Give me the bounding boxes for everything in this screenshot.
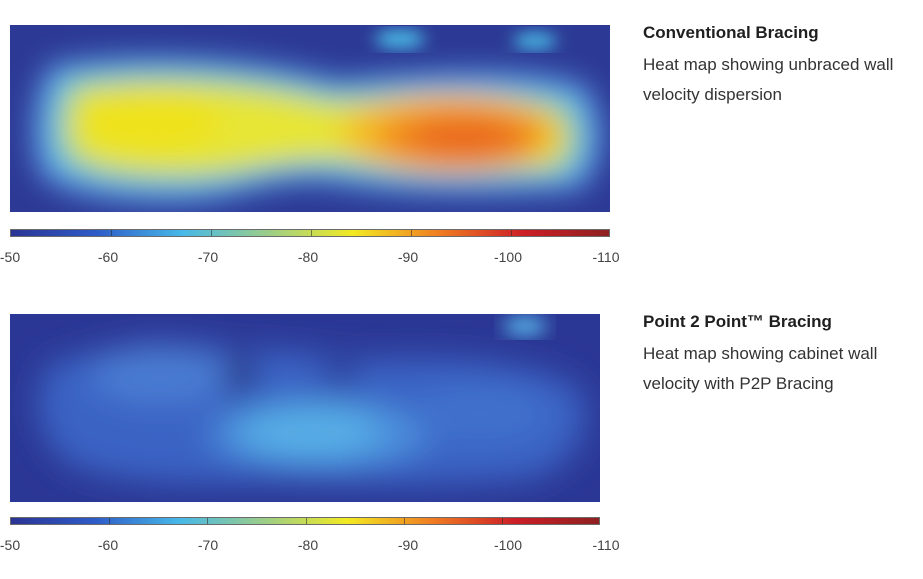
top-highlights (375, 30, 557, 49)
colorbar-tick-label: -110 (592, 249, 620, 265)
chart-title: Conventional Bracing (643, 23, 819, 42)
colorbar-tick (109, 518, 110, 524)
p2p-colorbar (10, 517, 600, 525)
colorbar-tick (502, 518, 503, 524)
conventional-bracing-panel: -50 -60 -70 -80 -90 -100 -110 Convention… (0, 22, 919, 265)
colorbar-tick-label: -110 (592, 537, 620, 553)
colorbar-tick-label: -80 (297, 249, 319, 265)
colorbar-tick-label: -50 (0, 249, 21, 265)
conventional-colorbar (10, 229, 610, 237)
colorbar-tick-label: -70 (197, 249, 219, 265)
colorbar-tick-label: -100 (493, 249, 523, 265)
colorbar-tick (207, 518, 208, 524)
colorbar-tick (411, 230, 412, 236)
colorbar-tick-label: -50 (0, 537, 21, 553)
colorbar-tick (211, 230, 212, 236)
colorbar-tick-label: -90 (397, 537, 419, 553)
conventional-caption: Conventional Bracing Heat map showing un… (643, 22, 919, 110)
colorbar-tick (311, 230, 312, 236)
p2p-heatmap (10, 314, 600, 502)
p2p-bracing-panel: -50 -60 -70 -80 -90 -100 -110 Point 2 Po… (0, 290, 923, 579)
colorbar-tick-label: -80 (297, 537, 319, 553)
chart-title: Point 2 Point™ Bracing (643, 312, 832, 331)
colorbar-tick-label: -60 (97, 249, 119, 265)
p2p-heatmap-svg (10, 314, 600, 502)
chart-subtitle: Heat map showing unbraced wall velocity … (643, 55, 894, 104)
velocity-field (38, 344, 586, 486)
colorbar-tick-label: -60 (97, 537, 119, 553)
top-highlight (503, 316, 547, 336)
colorbar-tick (111, 230, 112, 236)
colorbar-tick-label: -70 (197, 537, 219, 553)
conventional-heatmap (10, 25, 610, 212)
colorbar-tick-label: -100 (493, 537, 523, 553)
colorbar-tick (306, 518, 307, 524)
colorbar-tick-label: -90 (397, 249, 419, 265)
velocity-field (32, 56, 602, 203)
colorbar-tick (404, 518, 405, 524)
chart-subtitle: Heat map showing cabinet wall velocity w… (643, 344, 878, 393)
conventional-heatmap-svg (10, 25, 610, 212)
p2p-caption: Point 2 Point™ Bracing Heat map showing … (643, 311, 919, 399)
colorbar-tick (511, 230, 512, 236)
